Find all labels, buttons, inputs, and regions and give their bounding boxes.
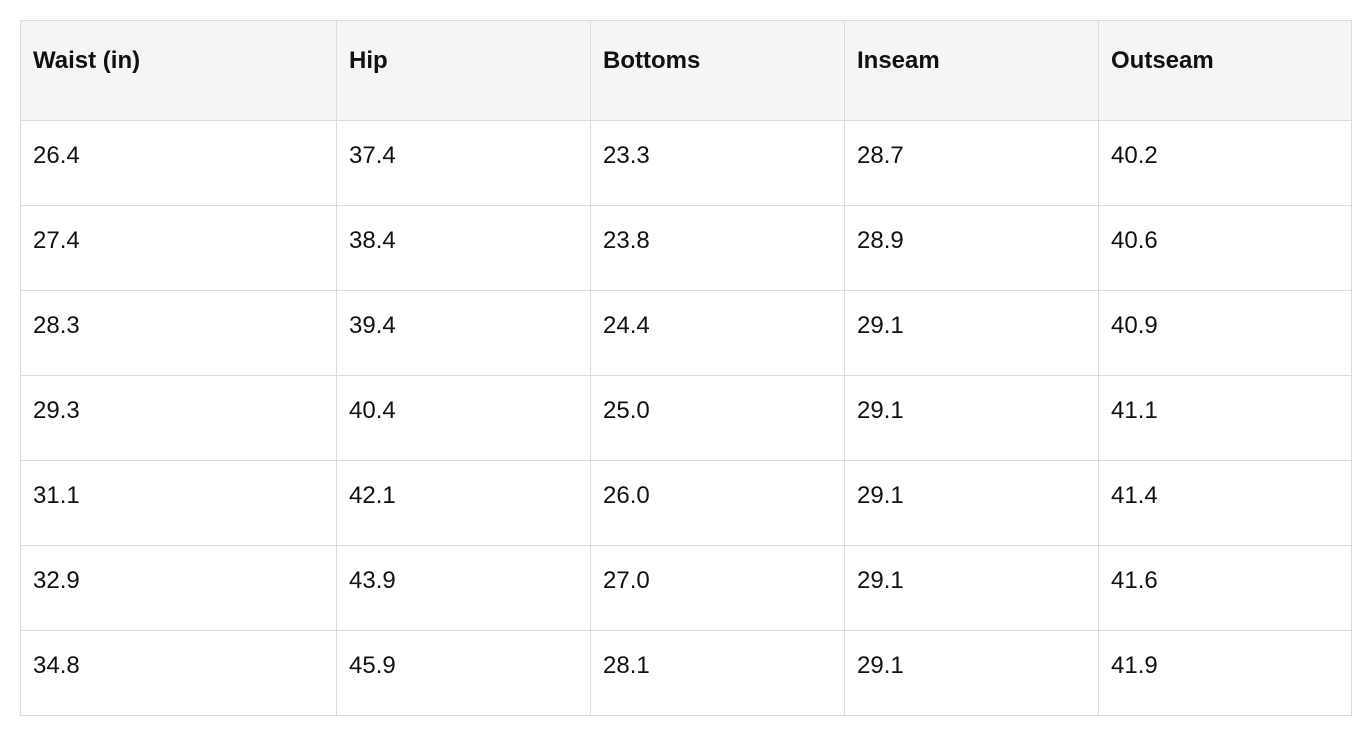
table-cell: 27.4: [20, 205, 337, 291]
table-body: 26.4 37.4 23.3 28.7 40.2 27.4 38.4 23.8 28.9 40.6…: [20, 120, 1352, 716]
table-cell: 29.1: [844, 290, 1099, 376]
table-cell: 28.7: [844, 120, 1099, 206]
table-cell: 41.4: [1098, 460, 1352, 546]
table-header: Waist (in) Hip Bottoms Inseam Outseam: [20, 20, 1352, 121]
table-row: 29.3 40.4 25.0 29.1 41.1: [20, 375, 1352, 461]
table-cell: 23.8: [590, 205, 845, 291]
table-row: 28.3 39.4 24.4 29.1 40.9: [20, 290, 1352, 376]
table-cell: 29.1: [844, 460, 1099, 546]
table-cell: 31.1: [20, 460, 337, 546]
table-cell: 40.2: [1098, 120, 1352, 206]
header-row: Waist (in) Hip Bottoms Inseam Outseam: [20, 20, 1352, 121]
table-cell: 38.4: [336, 205, 591, 291]
table-cell: 29.1: [844, 630, 1099, 716]
header-cell: Hip: [336, 20, 591, 121]
table-row: 31.1 42.1 26.0 29.1 41.4: [20, 460, 1352, 546]
table-cell: 37.4: [336, 120, 591, 206]
table-cell: 26.4: [20, 120, 337, 206]
header-cell: Inseam: [844, 20, 1099, 121]
table-cell: 29.1: [844, 545, 1099, 631]
table-cell: 40.9: [1098, 290, 1352, 376]
table-row: 27.4 38.4 23.8 28.9 40.6: [20, 205, 1352, 291]
table-cell: 40.6: [1098, 205, 1352, 291]
header-cell: Waist (in): [20, 20, 337, 121]
table-cell: 28.9: [844, 205, 1099, 291]
table-cell: 25.0: [590, 375, 845, 461]
table-cell: 29.3: [20, 375, 337, 461]
table-cell: 41.1: [1098, 375, 1352, 461]
header-cell: Outseam: [1098, 20, 1352, 121]
table-row: 26.4 37.4 23.3 28.7 40.2: [20, 120, 1352, 206]
table-cell: 27.0: [590, 545, 845, 631]
table-cell: 26.0: [590, 460, 845, 546]
table-cell: 34.8: [20, 630, 337, 716]
table-cell: 40.4: [336, 375, 591, 461]
table-cell: 41.6: [1098, 545, 1352, 631]
table-cell: 39.4: [336, 290, 591, 376]
table-cell: 42.1: [336, 460, 591, 546]
table-cell: 32.9: [20, 545, 337, 631]
size-table: Waist (in) Hip Bottoms Inseam Outseam 26.4 37…: [20, 20, 1352, 716]
table-cell: 24.4: [590, 290, 845, 376]
table-cell: 45.9: [336, 630, 591, 716]
table-cell: 28.1: [590, 630, 845, 716]
table-cell: 28.3: [20, 290, 337, 376]
table-row: 32.9 43.9 27.0 29.1 41.6: [20, 545, 1352, 631]
table-cell: 23.3: [590, 120, 845, 206]
table-cell: 29.1: [844, 375, 1099, 461]
header-cell: Bottoms: [590, 20, 845, 121]
table-cell: 41.9: [1098, 630, 1352, 716]
table-cell: 43.9: [336, 545, 591, 631]
table-row: 34.8 45.9 28.1 29.1 41.9: [20, 630, 1352, 716]
